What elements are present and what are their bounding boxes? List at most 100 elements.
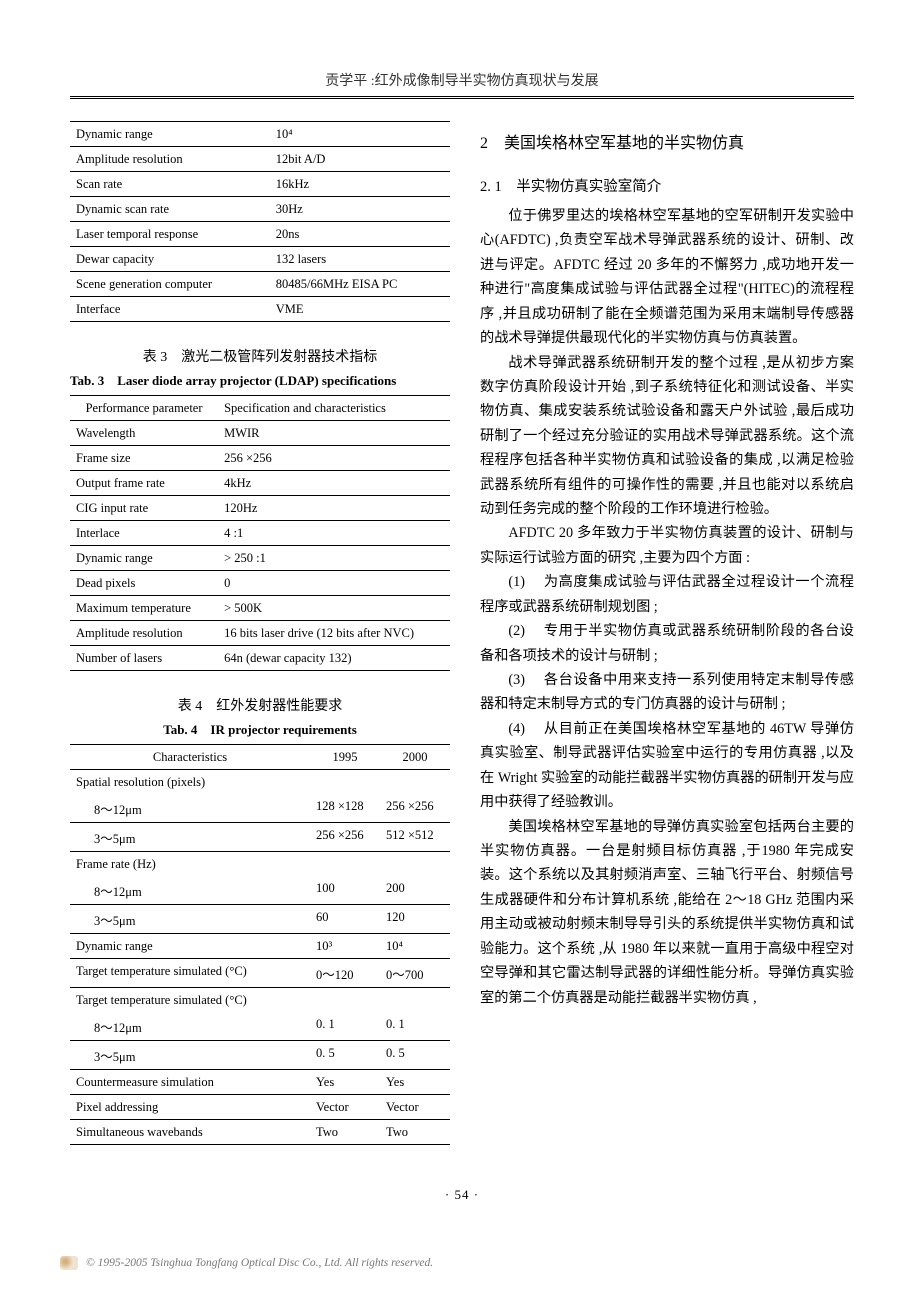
table4-head-1995: 1995 <box>310 745 380 770</box>
cell-spec: 10⁴ <box>270 122 450 147</box>
disc-icon <box>60 1256 78 1270</box>
cell-spec: VME <box>270 297 450 322</box>
cell-spec: 16kHz <box>270 172 450 197</box>
cell-2000: Vector <box>380 1095 450 1120</box>
cell-1995: 256 ×256 <box>310 823 380 852</box>
table-row: Dynamic range10³10⁴ <box>70 934 450 959</box>
cell-2000 <box>380 988 450 1013</box>
cell-param: Dead pixels <box>70 571 218 596</box>
table3: Performance parameter Specification and … <box>70 395 450 671</box>
cell-2000 <box>380 770 450 795</box>
cell-param: Number of lasers <box>70 646 218 671</box>
table-row: Amplitude resolution12bit A/D <box>70 147 450 172</box>
table-row: CIG input rate120Hz <box>70 496 450 521</box>
cell-char: Simultaneous wavebands <box>70 1120 310 1145</box>
table-row: Dead pixels0 <box>70 571 450 596</box>
running-header: 贡学平 :红外成像制导半实物仿真现状与发展 <box>70 70 854 90</box>
cell-spec: MWIR <box>218 421 450 446</box>
cell-1995 <box>310 988 380 1013</box>
cell-spec: 30Hz <box>270 197 450 222</box>
cell-1995: 0～120 <box>310 959 380 988</box>
table-row: Interlace4 :1 <box>70 521 450 546</box>
cell-char: Target temperature simulated (°C) <box>70 988 310 1013</box>
table4: Characteristics 1995 2000 Spatial resolu… <box>70 744 450 1145</box>
list-item-1: (1) 为高度集成试验与评估武器全过程设计一个流程程序或武器系统研制规划图 ; <box>480 570 854 619</box>
cell-2000: 200 <box>380 876 450 905</box>
section-2-1-heading: 2. 1 半实物仿真实验室简介 <box>480 175 854 196</box>
cell-char: 8～12μm <box>70 1012 310 1041</box>
cell-2000: 10⁴ <box>380 934 450 959</box>
table-row: Dynamic scan rate30Hz <box>70 197 450 222</box>
table-row: Dewar capacity132 lasers <box>70 247 450 272</box>
cell-param: Maximum temperature <box>70 596 218 621</box>
cell-2000: 0～700 <box>380 959 450 988</box>
table-row: 3～5μm0. 50. 5 <box>70 1041 450 1070</box>
cell-param: Dynamic range <box>70 122 270 147</box>
cell-param: Dynamic range <box>70 546 218 571</box>
table-row: Target temperature simulated (°C) <box>70 988 450 1013</box>
cell-param: Dewar capacity <box>70 247 270 272</box>
table-row: Scan rate16kHz <box>70 172 450 197</box>
cell-spec: 12bit A/D <box>270 147 450 172</box>
table-continuation: Dynamic range10⁴Amplitude resolution12bi… <box>70 121 450 322</box>
table4-head-char: Characteristics <box>70 745 310 770</box>
cell-2000: Two <box>380 1120 450 1145</box>
cell-1995: 10³ <box>310 934 380 959</box>
cell-2000: 120 <box>380 905 450 934</box>
paragraph: 美国埃格林空军基地的导弹仿真实验室包括两台主要的半实物仿真器。一台是射频目标仿真… <box>480 815 854 1010</box>
cell-char: Frame rate (Hz) <box>70 852 310 877</box>
cell-spec: 20ns <box>270 222 450 247</box>
table-row: Target temperature simulated (°C)0～1200～… <box>70 959 450 988</box>
cell-1995: Yes <box>310 1070 380 1095</box>
cell-spec: > 250 :1 <box>218 546 450 571</box>
cell-spec: 4kHz <box>218 471 450 496</box>
cell-param: Frame size <box>70 446 218 471</box>
cell-param: Scene generation computer <box>70 272 270 297</box>
cell-2000 <box>380 852 450 877</box>
copyright-text: © 1995-2005 Tsinghua Tongfang Optical Di… <box>86 1257 433 1269</box>
paragraph: AFDTC 20 多年致力于半实物仿真装置的设计、研制与实际运行试验方面的研究 … <box>480 521 854 570</box>
cell-spec: 4 :1 <box>218 521 450 546</box>
cell-param: CIG input rate <box>70 496 218 521</box>
table-row: Spatial resolution (pixels) <box>70 770 450 795</box>
list-item-4: (4) 从目前正在美国埃格林空军基地的 46TW 导弹仿真实验室、制导武器评估实… <box>480 717 854 815</box>
table-row: Maximum temperature> 500K <box>70 596 450 621</box>
section-2-heading: 2 美国埃格林空军基地的半实物仿真 <box>480 129 854 153</box>
cell-char: 8～12μm <box>70 794 310 823</box>
table-row: Amplitude resolution16 bits laser drive … <box>70 621 450 646</box>
two-column-layout: Dynamic range10⁴Amplitude resolution12bi… <box>70 121 854 1169</box>
cell-char: 3～5μm <box>70 1041 310 1070</box>
cell-param: Amplitude resolution <box>70 621 218 646</box>
table3-caption-en: Tab. 3 Laser diode array projector (LDAP… <box>70 370 450 389</box>
cell-param: Interlace <box>70 521 218 546</box>
table-row: Simultaneous wavebandsTwoTwo <box>70 1120 450 1145</box>
paragraph: 战术导弹武器系统研制开发的整个过程 ,是从初步方案数字仿真阶段设计开始 ,到子系… <box>480 351 854 522</box>
cell-param: Scan rate <box>70 172 270 197</box>
table-row: Dynamic range10⁴ <box>70 122 450 147</box>
table-row: Countermeasure simulationYesYes <box>70 1070 450 1095</box>
table-row: Frame rate (Hz) <box>70 852 450 877</box>
cell-2000: 0. 1 <box>380 1012 450 1041</box>
table-row: Dynamic range> 250 :1 <box>70 546 450 571</box>
table-row: 8～12μm100200 <box>70 876 450 905</box>
cell-char: Pixel addressing <box>70 1095 310 1120</box>
cell-char: 8～12μm <box>70 876 310 905</box>
page-content: 贡学平 :红外成像制导半实物仿真现状与发展 Dynamic range10⁴Am… <box>0 0 920 1233</box>
cell-1995 <box>310 770 380 795</box>
cell-1995: 0. 1 <box>310 1012 380 1041</box>
cell-spec: 16 bits laser drive (12 bits after NVC) <box>218 621 450 646</box>
table3-head-spec: Specification and characteristics <box>218 396 450 421</box>
table-row: Frame size256 ×256 <box>70 446 450 471</box>
cell-char: 3～5μm <box>70 823 310 852</box>
table-row: InterfaceVME <box>70 297 450 322</box>
table4-caption-en: Tab. 4 IR projector requirements <box>70 719 450 738</box>
cell-2000: 256 ×256 <box>380 794 450 823</box>
cell-2000: Yes <box>380 1070 450 1095</box>
cell-param: Interface <box>70 297 270 322</box>
table4-head-2000: 2000 <box>380 745 450 770</box>
table-row: Pixel addressingVectorVector <box>70 1095 450 1120</box>
cell-param: Laser temporal response <box>70 222 270 247</box>
cell-1995: Two <box>310 1120 380 1145</box>
cell-param: Dynamic scan rate <box>70 197 270 222</box>
cell-param: Amplitude resolution <box>70 147 270 172</box>
